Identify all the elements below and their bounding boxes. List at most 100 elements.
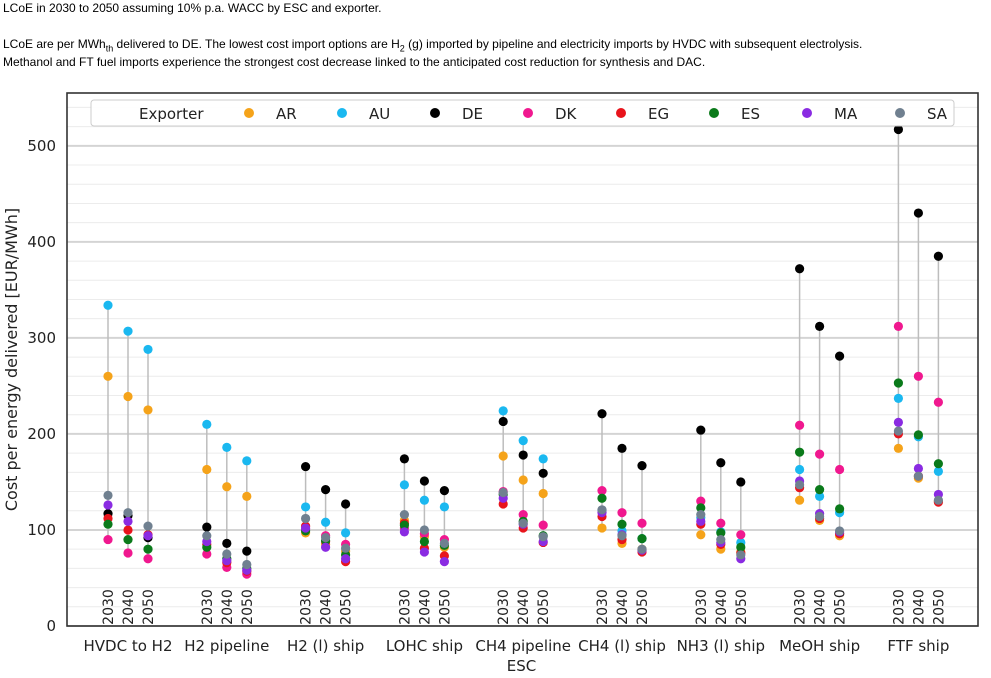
caption-line-2-part-a: LCoE are per MWh [3,37,106,51]
data-point-ar [538,488,548,499]
data-point-es [419,536,429,547]
data-point-au [321,517,331,527]
data-point-au [815,491,825,501]
data-point-de [795,264,805,274]
stem-layer [107,129,940,575]
data-point-es [893,378,904,388]
year-tick-label: 2050 [240,589,256,625]
year-tick-label: 2050 [536,589,552,625]
data-point-au [439,502,449,512]
data-point-dk [736,530,746,540]
data-point-de [399,454,409,464]
data-point-au [399,480,409,490]
y-tick-label: 200 [27,425,56,443]
data-point-ma [321,542,331,552]
data-point-dk [815,449,825,459]
data-point-sa [222,549,232,559]
year-tick-label: 2040 [813,589,829,625]
data-point-ar [143,405,153,415]
year-tick-label: 2040 [121,589,137,625]
x-category-label: LOHC ship [386,637,463,655]
year-tick-label: 2030 [496,589,512,625]
data-point-de [736,477,746,487]
data-point-sa [439,538,449,549]
legend-marker-eg [616,108,626,118]
data-point-au [795,464,805,475]
year-tick-label: 2040 [911,589,927,625]
y-axis-label: Cost per energy delivered [EUR/MWh] [2,208,21,511]
data-point-de [538,468,548,478]
year-tick-label: 2040 [615,589,631,625]
data-point-de [716,458,726,468]
data-point-sa [538,532,548,542]
legend-marker-es [709,108,719,118]
year-tick-label: 2030 [595,589,611,625]
y-tick-label: 500 [27,137,56,155]
data-point-ma [439,557,449,567]
data-point-es [597,493,607,503]
data-point-sa [341,543,351,553]
y-tick-label: 100 [27,521,56,539]
year-tick-label: 2050 [931,589,947,625]
year-tick-label: 2030 [793,589,809,625]
data-point-ar [696,530,706,540]
data-point-de [242,546,252,556]
data-point-es [696,503,706,513]
x-category-label: MeOH ship [779,637,860,655]
year-tick-label: 2050 [141,589,157,625]
data-point-sa [795,480,805,490]
legend-label-es: ES [741,105,760,123]
caption-line-2: LCoE are per MWhth delivered to DE. The … [3,36,862,54]
x-category-label: FTF ship [887,637,949,655]
data-point-au [143,344,153,355]
data-point-dk [202,549,212,559]
year-tick-label: 2050 [833,589,849,625]
data-point-sa [143,521,153,531]
year-tick-label: 2030 [299,589,315,625]
data-point-de [835,351,845,361]
legend-label-au: AU [369,105,390,123]
data-point-ar [222,482,232,492]
data-point-sa [301,513,311,524]
legend-label-eg: EG [648,105,669,123]
data-point-ma [301,523,311,533]
data-point-dk [617,508,627,518]
data-point-sa [202,531,212,541]
legend-label-de: DE [462,105,483,123]
data-point-au [242,456,252,466]
data-point-sa [893,426,904,436]
data-point-de [617,443,627,453]
legend-label-ar: AR [276,105,297,123]
year-tick-label: 2040 [220,589,236,625]
legend-label-ma: MA [834,105,858,123]
x-category-label: CH4 pipeline [475,637,571,655]
data-point-es [835,504,845,514]
data-point-eg [123,525,133,535]
legend: Exporter AR AU DE DK EG ES MA SA [90,99,955,127]
data-point-ar [893,443,904,453]
data-point-de [419,476,429,486]
data-point-es [103,519,113,529]
year-tick-label: 2050 [734,589,750,625]
data-point-es [795,447,805,457]
data-point-dk [716,518,726,528]
year-tick-label: 2030 [200,589,216,625]
data-point-ma [103,500,113,510]
caption-line-2-sub-th: th [105,43,114,54]
data-point-ar [123,391,133,402]
legend-label-dk: DK [555,105,578,123]
year-tick-label: 2040 [714,589,730,625]
data-point-sa [498,487,508,498]
axis-layer: 0 100 200 300 400 500 Cost per energy delivere… [2,137,949,675]
data-point-ma [123,516,133,526]
data-point-de [321,485,331,495]
data-point-es [617,519,627,529]
year-tick-label: 2040 [516,589,532,625]
data-point-de [222,538,232,549]
data-point-de [597,409,607,419]
data-point-de [202,522,212,532]
legend-marker-ma [802,108,812,118]
data-point-au [419,495,429,505]
data-point-ma [222,556,232,566]
legend-marker-au [337,108,347,118]
